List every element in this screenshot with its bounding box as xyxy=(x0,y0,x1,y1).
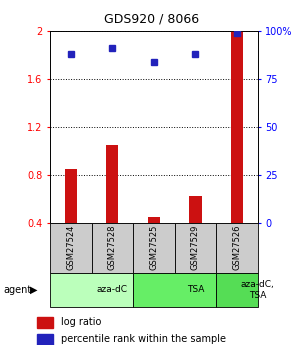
Bar xyxy=(65,169,77,223)
Text: GSM27526: GSM27526 xyxy=(232,225,241,270)
FancyBboxPatch shape xyxy=(216,273,258,307)
Text: agent: agent xyxy=(3,285,31,295)
Text: GSM27528: GSM27528 xyxy=(108,225,117,270)
FancyBboxPatch shape xyxy=(216,223,258,273)
Bar xyxy=(37,334,53,345)
Text: percentile rank within the sample: percentile rank within the sample xyxy=(61,335,226,344)
FancyBboxPatch shape xyxy=(175,223,216,273)
FancyBboxPatch shape xyxy=(92,223,133,273)
Bar xyxy=(148,217,160,223)
Text: TSA: TSA xyxy=(187,285,204,294)
Bar xyxy=(231,31,243,223)
Text: aza-dC,
TSA: aza-dC, TSA xyxy=(241,280,275,299)
FancyBboxPatch shape xyxy=(133,223,175,273)
Bar xyxy=(37,317,53,328)
Text: GSM27525: GSM27525 xyxy=(149,225,158,270)
FancyBboxPatch shape xyxy=(133,273,216,307)
FancyBboxPatch shape xyxy=(50,273,133,307)
Text: GSM27524: GSM27524 xyxy=(66,225,75,270)
Text: GSM27529: GSM27529 xyxy=(191,225,200,270)
FancyBboxPatch shape xyxy=(50,223,92,273)
Text: log ratio: log ratio xyxy=(61,317,101,327)
Bar xyxy=(106,145,118,223)
Text: GDS920 / 8066: GDS920 / 8066 xyxy=(104,12,199,25)
Text: ▶: ▶ xyxy=(30,285,38,295)
Text: aza-dC: aza-dC xyxy=(97,285,128,294)
Bar xyxy=(189,196,201,223)
